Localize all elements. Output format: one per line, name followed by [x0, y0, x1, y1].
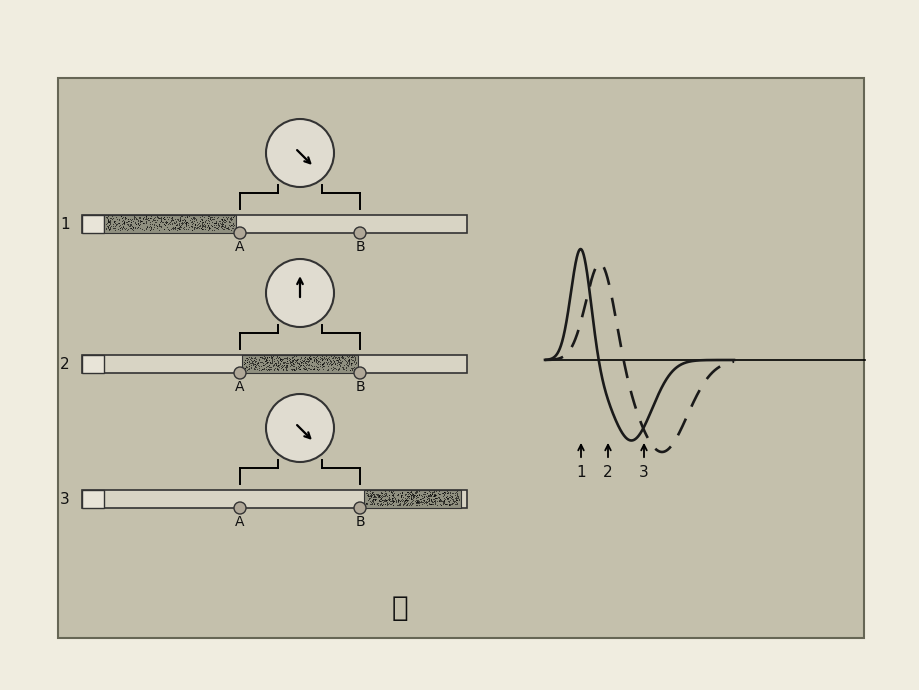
Text: 2: 2	[61, 357, 70, 371]
Text: 3: 3	[639, 465, 648, 480]
Text: 上: 上	[391, 594, 408, 622]
Bar	[82, 215, 104, 233]
Bar	[82, 355, 467, 373]
Text: A: A	[235, 380, 244, 394]
Text: B: B	[355, 515, 365, 529]
Circle shape	[354, 502, 366, 514]
Circle shape	[266, 394, 334, 462]
Bar	[82, 490, 104, 508]
Bar	[242, 355, 357, 373]
Circle shape	[354, 227, 366, 239]
Text: A: A	[235, 240, 244, 254]
Text: A: A	[235, 515, 244, 529]
Bar	[82, 490, 467, 508]
Bar	[82, 355, 104, 373]
Circle shape	[233, 367, 245, 379]
Circle shape	[233, 227, 245, 239]
Bar	[364, 490, 460, 508]
Text: 3: 3	[60, 491, 70, 506]
Circle shape	[266, 119, 334, 187]
Circle shape	[354, 367, 366, 379]
Text: B: B	[355, 380, 365, 394]
Text: 2: 2	[603, 465, 612, 480]
Text: B: B	[355, 240, 365, 254]
Bar	[82, 215, 467, 233]
Bar	[58, 78, 863, 638]
Circle shape	[233, 502, 245, 514]
Circle shape	[266, 259, 334, 327]
Bar	[104, 215, 236, 233]
Text: 1: 1	[575, 465, 585, 480]
Text: 1: 1	[61, 217, 70, 232]
